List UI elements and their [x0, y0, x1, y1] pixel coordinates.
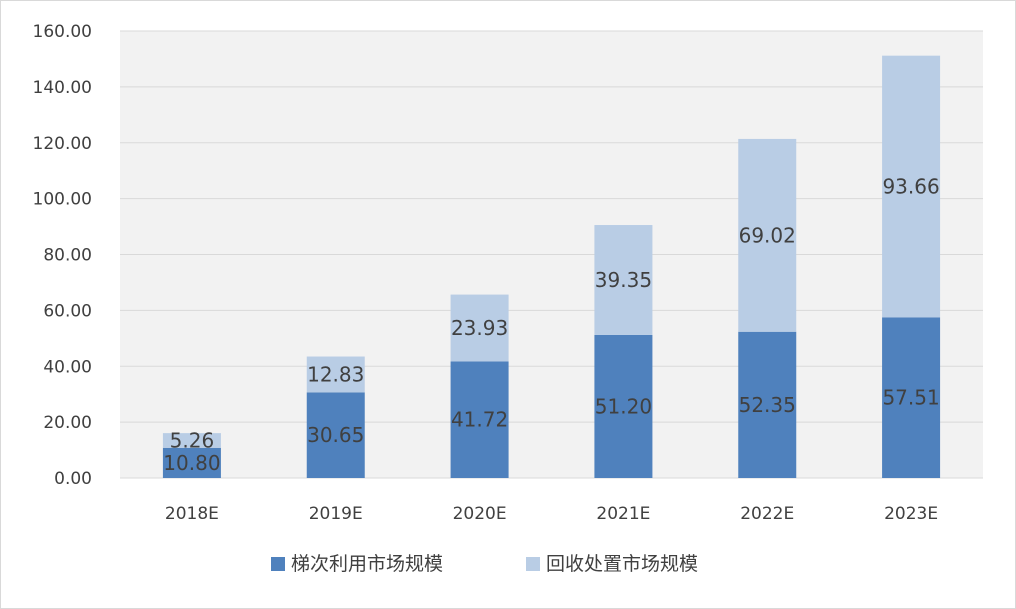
data-label: 10.80 [163, 451, 220, 475]
legend-swatch [271, 557, 285, 571]
y-tick-label: 20.00 [43, 413, 92, 433]
data-label: 12.83 [307, 362, 364, 386]
bar-segment-recycling [738, 138, 797, 332]
x-tick-label: 2022E [740, 504, 794, 524]
bar-segment-tiered-use [882, 317, 941, 478]
bar-segment-recycling [306, 356, 365, 393]
bar-segment-tiered-use [450, 361, 509, 478]
y-tick-label: 80.00 [43, 246, 92, 266]
data-label: 57.51 [882, 386, 939, 410]
bar-segment-recycling [162, 433, 221, 448]
data-label: 41.72 [451, 408, 508, 432]
data-label: 93.66 [882, 175, 939, 199]
legend-swatch [526, 557, 540, 571]
y-tick-label: 100.00 [33, 190, 92, 210]
x-tick-label: 2023E [884, 504, 938, 524]
x-tick-label: 2020E [453, 504, 507, 524]
y-tick-label: 0.00 [54, 469, 92, 489]
x-tick-label: 2019E [309, 504, 363, 524]
data-label: 5.26 [170, 428, 215, 452]
bar-segment-tiered-use [738, 331, 797, 478]
bar-segment-recycling [594, 225, 653, 335]
x-tick-label: 2018E [165, 504, 219, 524]
legend-label: 回收处置市场规模 [546, 553, 698, 575]
data-label: 51.20 [595, 394, 652, 418]
data-label: 30.65 [307, 423, 364, 447]
data-label: 52.35 [739, 393, 796, 417]
bar-segment-tiered-use [306, 392, 365, 478]
bar-segment-recycling [882, 55, 941, 318]
y-tick-label: 40.00 [43, 357, 92, 377]
y-tick-label: 120.00 [33, 134, 92, 154]
bar-segment-tiered-use [594, 334, 653, 478]
data-label: 69.02 [739, 223, 796, 247]
x-tick-label: 2021E [596, 504, 650, 524]
data-label: 23.93 [451, 316, 508, 340]
y-tick-label: 160.00 [33, 22, 92, 42]
y-tick-label: 140.00 [33, 78, 92, 98]
bar-segment-recycling [450, 294, 509, 362]
y-tick-label: 60.00 [43, 301, 92, 321]
data-label: 39.35 [595, 268, 652, 292]
bar-segment-tiered-use [162, 447, 221, 478]
legend-label: 梯次利用市场规模 [291, 553, 443, 575]
